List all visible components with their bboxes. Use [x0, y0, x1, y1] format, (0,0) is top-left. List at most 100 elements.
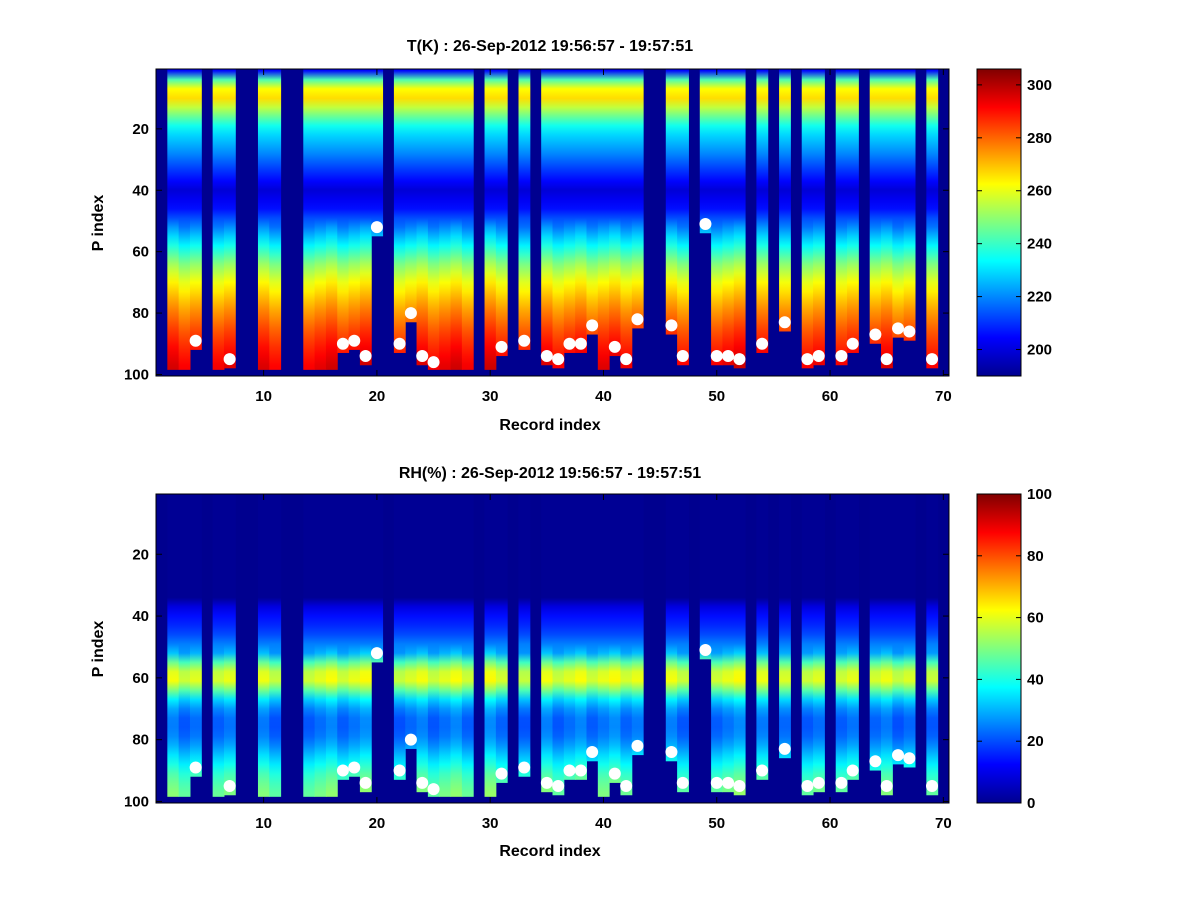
record-column	[541, 494, 553, 793]
record-column	[427, 69, 440, 370]
surface-marker	[223, 780, 236, 793]
record-column	[212, 69, 225, 370]
axes-frame	[155, 493, 950, 804]
surface-marker	[608, 340, 621, 353]
record-column	[711, 494, 723, 793]
record-column	[779, 69, 791, 332]
surface-marker	[518, 761, 531, 774]
data-columns	[167, 494, 939, 797]
surface-marker	[699, 218, 712, 231]
surface-marker	[427, 356, 440, 369]
surface-marker	[631, 313, 644, 326]
record-column	[892, 494, 905, 765]
y-tick-label: 20	[132, 546, 149, 563]
y-tick-label: 80	[132, 305, 149, 322]
record-column	[359, 69, 372, 366]
x-tick-label: 10	[255, 815, 272, 832]
surface-marker	[756, 764, 769, 777]
record-column	[813, 69, 825, 366]
surface-marker	[892, 749, 905, 762]
x-tick-label: 50	[708, 815, 725, 832]
record-column	[881, 494, 893, 796]
record-column	[869, 494, 882, 771]
surface-marker	[348, 761, 361, 774]
x-tick-label: 30	[482, 388, 499, 405]
x-tick-label: 70	[935, 815, 952, 832]
x-tick-label: 50	[708, 388, 725, 405]
record-column	[495, 69, 508, 357]
record-column	[586, 69, 599, 335]
surface-marker	[722, 776, 735, 789]
temperature-panel: T(K) : 26-Sep-2012 19:56:57 - 19:57:51 1…	[90, 38, 1052, 434]
x-tick-label: 40	[595, 815, 612, 832]
record-column	[337, 494, 350, 780]
record-column	[348, 69, 361, 350]
record-column	[269, 494, 282, 797]
record-column	[699, 494, 712, 660]
record-column	[223, 494, 236, 796]
record-column	[813, 494, 825, 793]
record-column	[518, 494, 531, 777]
surface-marker	[552, 353, 565, 366]
record-column	[178, 494, 191, 797]
record-column	[552, 494, 565, 796]
surface-marker	[574, 764, 587, 777]
record-column	[631, 69, 644, 329]
surface-marker	[586, 746, 599, 759]
record-column	[461, 494, 474, 797]
record-column	[439, 69, 452, 370]
surface-marker	[835, 776, 848, 789]
colorbar-scale	[976, 493, 1022, 804]
surface-marker	[370, 647, 383, 660]
record-column	[733, 69, 746, 369]
surface-marker	[676, 776, 689, 789]
data-columns	[167, 69, 939, 370]
record-column	[257, 494, 270, 797]
record-column	[439, 494, 452, 797]
record-column	[178, 69, 191, 370]
surface-marker	[733, 780, 746, 793]
record-column	[325, 69, 338, 370]
surface-marker	[608, 767, 621, 780]
colorbar-tick-label: 280	[1027, 130, 1052, 147]
record-column	[801, 69, 814, 369]
record-column	[779, 494, 791, 759]
surface-marker	[393, 337, 406, 350]
surface-marker	[563, 337, 576, 350]
colorbar-tick-label: 220	[1027, 289, 1052, 306]
record-column	[609, 494, 621, 783]
record-column	[325, 494, 338, 797]
record-column	[167, 494, 180, 797]
record-column	[733, 494, 746, 796]
record-column	[303, 494, 316, 797]
record-column	[484, 494, 497, 797]
x-axis-label: Record index	[499, 843, 600, 860]
surface-marker	[495, 767, 508, 780]
surface-marker	[586, 319, 599, 332]
surface-marker	[665, 319, 678, 332]
x-axis-label: Record index	[499, 417, 600, 434]
record-column	[541, 69, 553, 366]
surface-marker	[756, 337, 769, 350]
record-column	[722, 69, 735, 366]
record-column	[609, 69, 621, 357]
record-column	[722, 494, 735, 793]
surface-marker	[359, 350, 372, 363]
colorbar-tick-label: 240	[1027, 236, 1052, 253]
colorbar-tick-label: 60	[1027, 610, 1044, 627]
surface-marker	[359, 776, 372, 789]
surface-marker	[778, 742, 791, 755]
record-column	[450, 494, 463, 797]
record-column	[892, 69, 905, 338]
record-column	[677, 69, 689, 366]
colorbar-tick-label: 0	[1027, 795, 1035, 812]
y-tick-label: 60	[132, 670, 149, 687]
surface-marker	[563, 764, 576, 777]
y-tick-label: 20	[132, 121, 149, 138]
record-column	[699, 69, 712, 234]
record-column	[269, 69, 282, 370]
record-column	[314, 69, 327, 370]
surface-marker	[699, 644, 712, 657]
record-column	[223, 69, 236, 369]
